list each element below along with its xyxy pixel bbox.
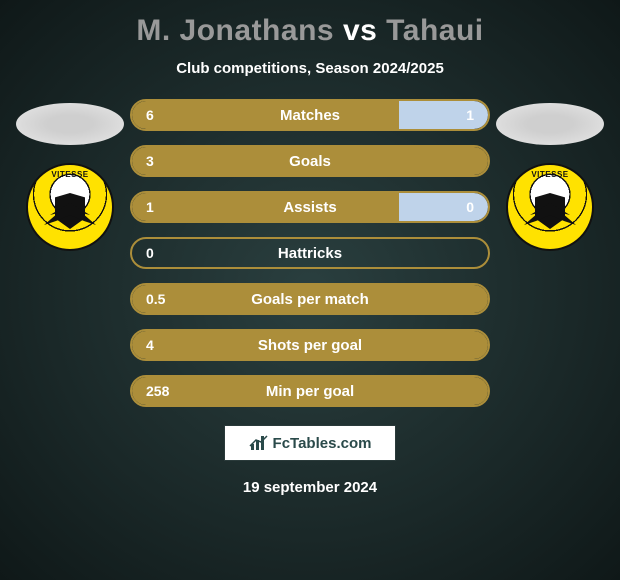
stat-value-left: 3 [146,153,154,169]
stat-bar: 0.5 Goals per match [130,283,490,315]
branding-badge: FcTables.com [224,425,396,461]
stat-bar: 258 Min per goal [130,375,490,407]
player1-club-logo: VITESSE [26,163,114,251]
player1-column: VITESSE [10,99,130,251]
stat-bar: 3 Goals [130,145,490,177]
bar-fill-left [132,101,399,129]
stat-value-left: 4 [146,337,154,353]
club2-label: VITESSE [531,170,568,179]
eagle-icon [520,195,580,235]
stat-value-left: 6 [146,107,154,123]
stat-value-left: 0.5 [146,291,165,307]
player1-avatar-placeholder [16,103,124,145]
stat-label: Goals [289,153,331,170]
club1-label: VITESSE [51,170,88,179]
stat-value-right: 1 [466,107,474,123]
stat-bar: 6 Matches 1 [130,99,490,131]
bar-fill-left [132,193,399,221]
branding-text: FcTables.com [273,435,372,452]
eagle-icon [40,195,100,235]
stat-label: Assists [283,199,336,216]
bar-fill-right [399,101,488,129]
comparison-card: M. Jonathans vs Tahaui Club competitions… [0,0,620,580]
stat-label: Min per goal [266,383,354,400]
stat-bar: 0 Hattricks [130,237,490,269]
bar-fill-right [399,193,488,221]
player1-name: M. Jonathans [136,14,334,47]
stat-bar: 4 Shots per goal [130,329,490,361]
player2-avatar-placeholder [496,103,604,145]
subtitle: Club competitions, Season 2024/2025 [176,60,444,77]
title-vs: vs [343,14,377,47]
stat-value-right: 0 [466,199,474,215]
player2-name: Tahaui [386,14,483,47]
stat-value-left: 258 [146,383,169,399]
stat-value-left: 0 [146,245,154,261]
date-label: 19 september 2024 [243,479,377,496]
stat-label: Matches [280,107,340,124]
chart-icon [249,434,269,452]
stat-bar: 1 Assists 0 [130,191,490,223]
comparison-body: VITESSE 6 Matches 1 3 Goals 1 Assists 0 0 Hattric… [0,99,620,407]
player2-club-logo: VITESSE [506,163,594,251]
stat-label: Shots per goal [258,337,362,354]
player2-column: VITESSE [490,99,610,251]
stat-bars: 6 Matches 1 3 Goals 1 Assists 0 0 Hattricks 0.5 Goa… [130,99,490,407]
stat-value-left: 1 [146,199,154,215]
stat-label: Goals per match [251,291,369,308]
stat-label: Hattricks [278,245,342,262]
title: M. Jonathans vs Tahaui [136,14,483,48]
